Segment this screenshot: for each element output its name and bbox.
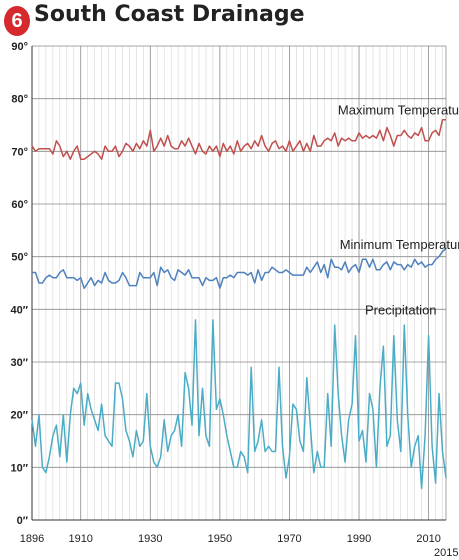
series-label: Precipitation [365,303,437,318]
section-number-badge: 6 [4,6,30,36]
y-tick-label: 60° [11,199,28,211]
y-tick-label: 40″ [10,304,28,316]
y-tick-label: 70° [11,146,28,158]
y-tick-label: 80° [11,94,28,106]
chart-title: South Coast Drainage [34,2,305,27]
x-tick-label: 1950 [208,533,232,545]
y-tick-label: 10″ [10,462,28,474]
series-line [32,248,447,290]
series-label: Minimum Temperature [340,237,459,252]
y-tick-label: 90° [11,41,28,53]
x-tick-label: 1896 [20,533,44,545]
x-tick-label: 2010 [416,533,440,545]
x-tick-label: 1990 [347,533,371,545]
x-tick-label: 1930 [138,533,162,545]
series-line [31,118,446,160]
series-line [31,319,447,490]
y-tick-label: 0″ [17,515,29,527]
x-tick-label: 1970 [277,533,301,545]
x-tick-label: 1910 [68,533,92,545]
y-tick-label: 20″ [10,410,28,422]
series-label: Maximum Temperature [338,102,459,117]
y-tick-label: 50° [11,252,28,264]
y-tick-label: 30″ [10,357,28,369]
x-tick-label: 2015 [434,547,458,559]
